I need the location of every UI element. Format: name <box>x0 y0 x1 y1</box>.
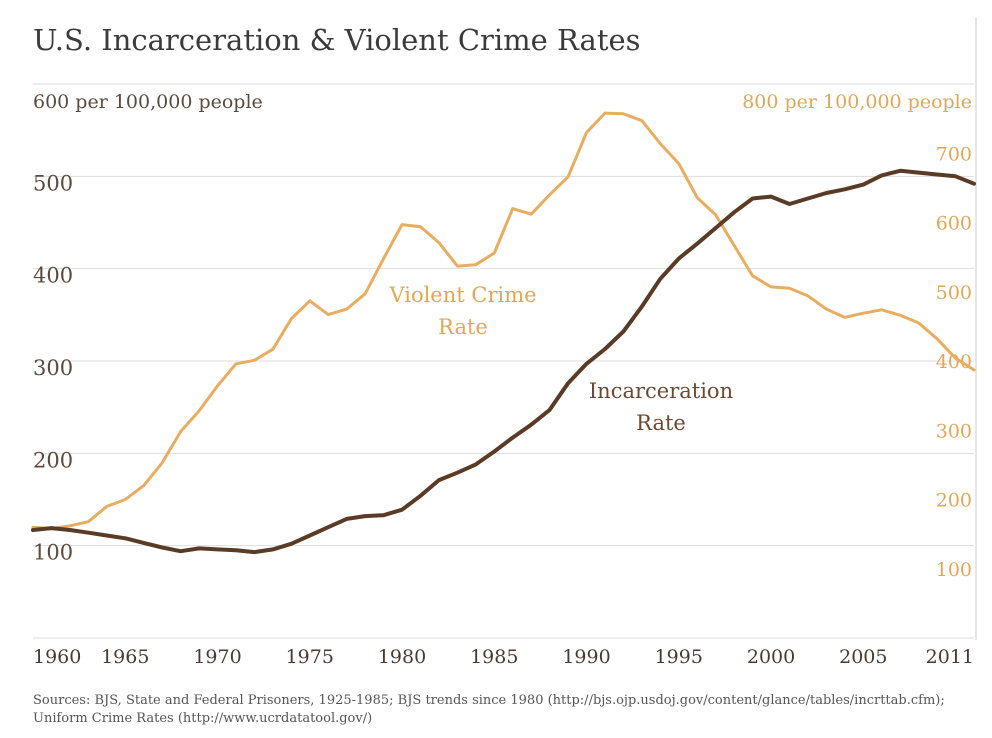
incarceration-rate-line <box>31 168 976 555</box>
y-right-tick-label: 500 <box>936 282 972 304</box>
incarceration-annotation: Rate <box>636 411 686 435</box>
right-axis-unit-label: 800 per 100,000 people <box>742 91 972 113</box>
y-left-tick-label: 100 <box>33 541 73 565</box>
x-tick-label: 1965 <box>101 646 149 668</box>
series-annotations: Violent Crime Rate Incarceration Rate <box>388 283 733 435</box>
x-tick-label: 1975 <box>286 646 334 668</box>
y-right-tick-label: 600 <box>936 213 972 235</box>
y-right-tick-label: 100 <box>936 559 972 581</box>
y-left-tick-label: 400 <box>33 264 73 288</box>
sources-line-1: Sources: BJS, State and Federal Prisoner… <box>33 693 945 708</box>
y-right-tick-label: 200 <box>936 490 972 512</box>
x-tick-label: 1995 <box>655 646 703 668</box>
violent-crime-annotation: Violent Crime <box>388 283 536 307</box>
y-left-tick-label: 200 <box>33 448 73 472</box>
y-right-tick-label: 300 <box>936 420 972 442</box>
y-right-tick-label: 700 <box>936 143 972 165</box>
y-right-tick-label: 400 <box>936 351 972 373</box>
series-lines <box>31 111 976 555</box>
x-tick-label: 1985 <box>470 646 518 668</box>
chart-title: U.S. Incarceration & Violent Crime Rates <box>33 23 641 57</box>
y-left-tick-label: 300 <box>33 356 73 380</box>
x-tick-label: 2005 <box>839 646 887 668</box>
sources-line-2: Uniform Crime Rates (http://www.ucrdatat… <box>33 711 372 726</box>
x-tick-label: 1990 <box>562 646 610 668</box>
x-tick-label: 2011 <box>926 646 974 668</box>
x-tick-label: 1980 <box>378 646 426 668</box>
x-tick-label: 2000 <box>747 646 795 668</box>
incarceration-annotation: Incarceration <box>589 379 733 403</box>
violent-crime-annotation: Rate <box>438 315 488 339</box>
left-axis-unit-label: 600 per 100,000 people <box>33 91 263 113</box>
x-tick-label: 1960 <box>33 646 81 668</box>
gridlines <box>33 83 974 639</box>
y-left-tick-label: 500 <box>33 171 73 195</box>
violent-crime-rate-line <box>31 111 976 531</box>
x-tick-label: 1970 <box>193 646 241 668</box>
axis-ticks: 500 400 300 200 100 700 600 500 400 300 200 100 1960… <box>33 143 974 668</box>
